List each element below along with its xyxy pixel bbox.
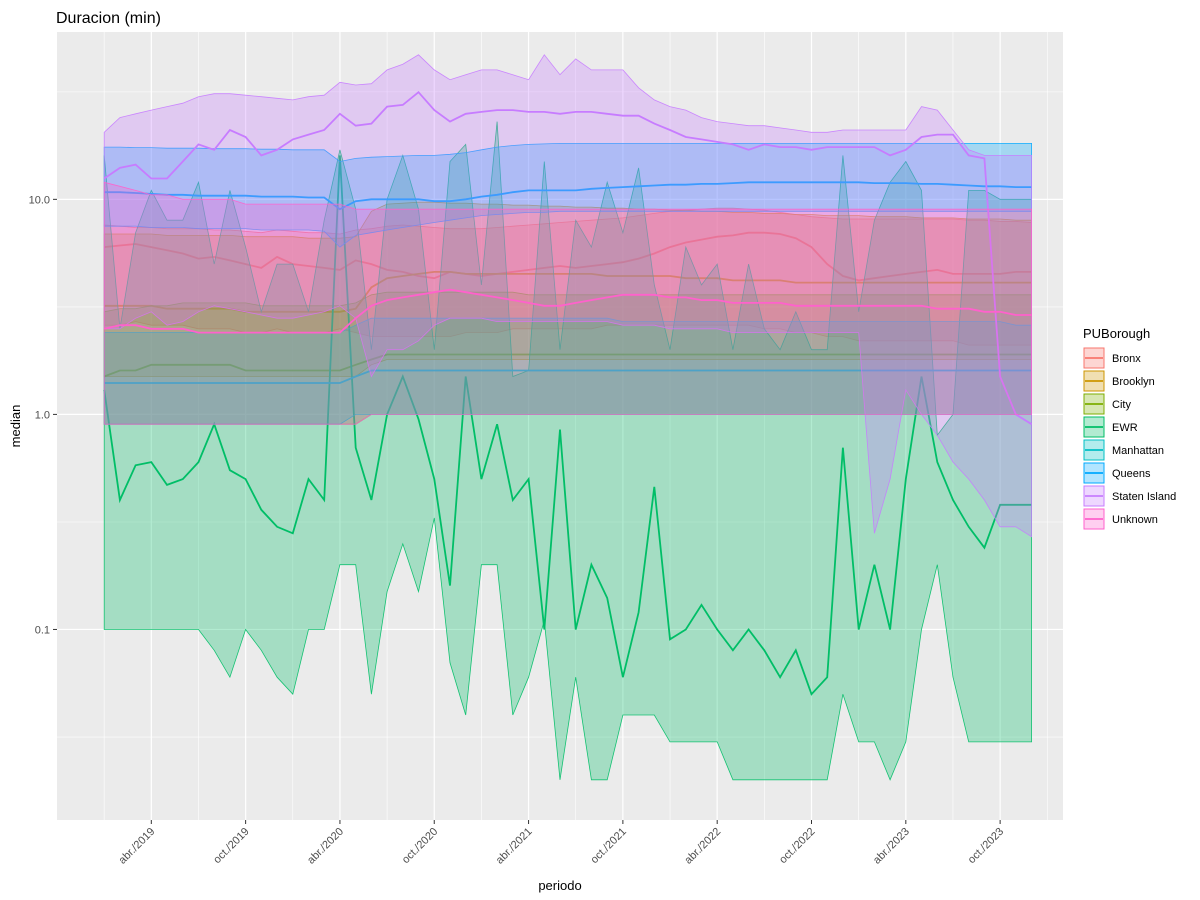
legend-item: Brooklyn [1083,370,1155,392]
median-line [104,369,1032,384]
x-tick-label: oct./2021 [589,826,629,866]
legend-label: Queens [1112,468,1151,480]
legend-item: Staten Island [1083,485,1176,507]
median-line [103,353,1032,378]
median-line [104,270,1032,313]
series-unknown [103,181,1032,425]
legend: PUBorough Bronx Brooklyn City EWR Manhattan Q… [1083,326,1176,530]
median-line [104,181,1032,211]
median-line [103,90,1033,425]
median-line [103,155,1032,696]
ribbon [103,181,1032,425]
legend-item: Bronx [1083,347,1141,369]
legend-item: Queens [1083,462,1151,484]
legend-label: Bronx [1112,353,1141,365]
x-axis-title: periodo [538,878,581,893]
legend-label: Manhattan [1112,445,1164,457]
x-tick-label: abr./2021 [494,826,535,867]
legend-label: Staten Island [1112,491,1176,503]
legend-item: Manhattan [1083,439,1164,461]
y-tick-label: 0.1 [35,624,50,636]
x-tick-label: abr./2022 [682,826,723,867]
y-tick-label: 1.0 [35,409,50,421]
series-staten-island [103,54,1033,538]
plot-panel [57,32,1063,820]
series-layer [103,54,1033,781]
x-tick-label: oct./2020 [400,826,440,866]
grid-minor [57,32,1063,820]
ribbon [103,54,1032,538]
legend-label: EWR [1112,422,1138,434]
y-axis-title: median [8,405,23,448]
x-axis-ticks: abr./2019 oct./2019 abr./2020 oct./2020 abr.… [117,820,1006,867]
legend-label: City [1112,399,1131,411]
median-line [103,288,1032,334]
x-tick-label: abr./2019 [117,826,158,867]
y-axis-ticks: 0.1 1.0 10.0 [29,194,57,636]
legend-label: Unknown [1112,514,1158,526]
x-tick-label: oct./2019 [211,826,251,866]
legend-item: City [1083,393,1131,415]
x-tick-label: abr./2020 [305,826,346,867]
y-tick-label: 10.0 [29,194,50,206]
x-tick-label: abr./2023 [871,826,912,867]
chart-title: Duracion (min) [56,10,161,27]
legend-title: PUBorough [1083,326,1150,341]
x-tick-label: oct./2023 [966,826,1006,866]
x-tick-label: oct./2022 [777,826,817,866]
median-line [104,231,1032,282]
legend-label: Brooklyn [1112,376,1155,388]
legend-item: EWR [1083,416,1138,438]
legend-item: Unknown [1083,508,1158,530]
